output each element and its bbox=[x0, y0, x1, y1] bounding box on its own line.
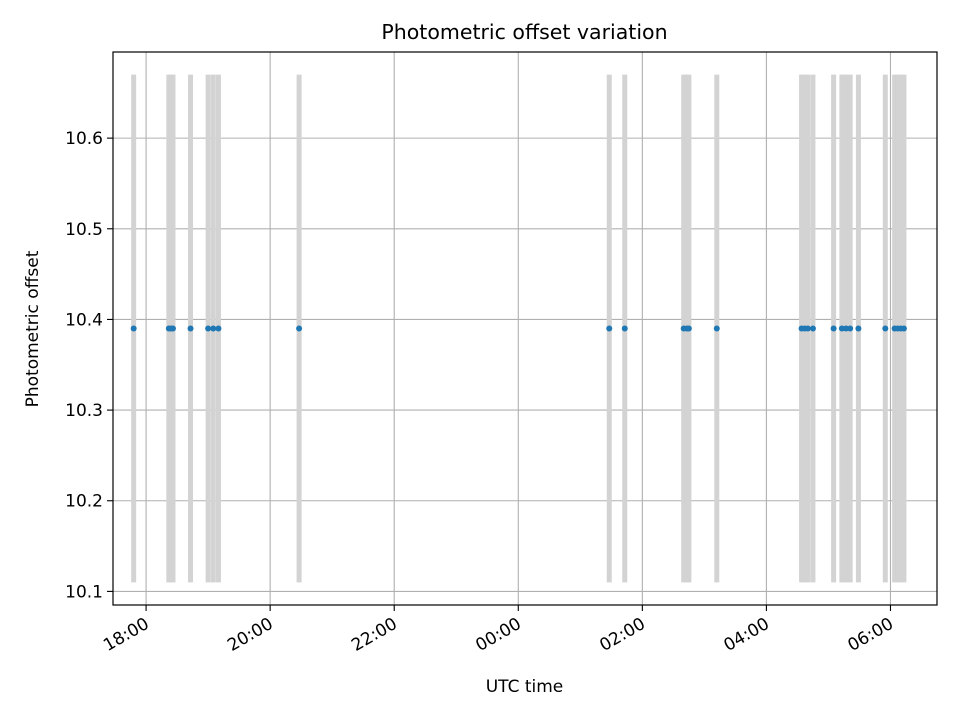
data-point bbox=[187, 325, 194, 332]
data-point bbox=[804, 325, 811, 332]
y-axis-label: Photometric offset bbox=[23, 250, 43, 407]
data-point bbox=[882, 325, 889, 332]
data-point bbox=[215, 325, 222, 332]
data-point bbox=[685, 325, 692, 332]
data-point bbox=[900, 325, 907, 332]
data-point bbox=[855, 325, 862, 332]
data-point bbox=[621, 325, 628, 332]
data-point bbox=[809, 325, 816, 332]
data-point bbox=[838, 325, 845, 332]
y-axis-ticks: 10.1 10.2 10.3 10.4 10.5 10.6 bbox=[65, 129, 113, 602]
data-point bbox=[843, 325, 850, 332]
y-tick-label: 10.1 bbox=[65, 582, 103, 602]
data-point bbox=[205, 325, 212, 332]
y-tick-label: 10.3 bbox=[65, 401, 103, 421]
data-point bbox=[713, 325, 720, 332]
y-tick-label: 10.6 bbox=[65, 129, 103, 149]
data-point bbox=[847, 325, 854, 332]
data-point bbox=[830, 325, 837, 332]
y-tick-label: 10.4 bbox=[65, 310, 103, 330]
x-axis-label: UTC time bbox=[486, 677, 564, 697]
y-tick-label: 10.5 bbox=[65, 220, 103, 240]
data-point bbox=[296, 325, 303, 332]
data-point bbox=[169, 325, 176, 332]
data-point bbox=[130, 325, 137, 332]
data-point bbox=[606, 325, 613, 332]
plot-frame bbox=[112, 51, 938, 606]
data-point bbox=[210, 325, 217, 332]
data-points bbox=[130, 325, 907, 332]
chart-title: Photometric offset variation bbox=[381, 20, 667, 44]
y-tick-label: 10.2 bbox=[65, 492, 103, 512]
